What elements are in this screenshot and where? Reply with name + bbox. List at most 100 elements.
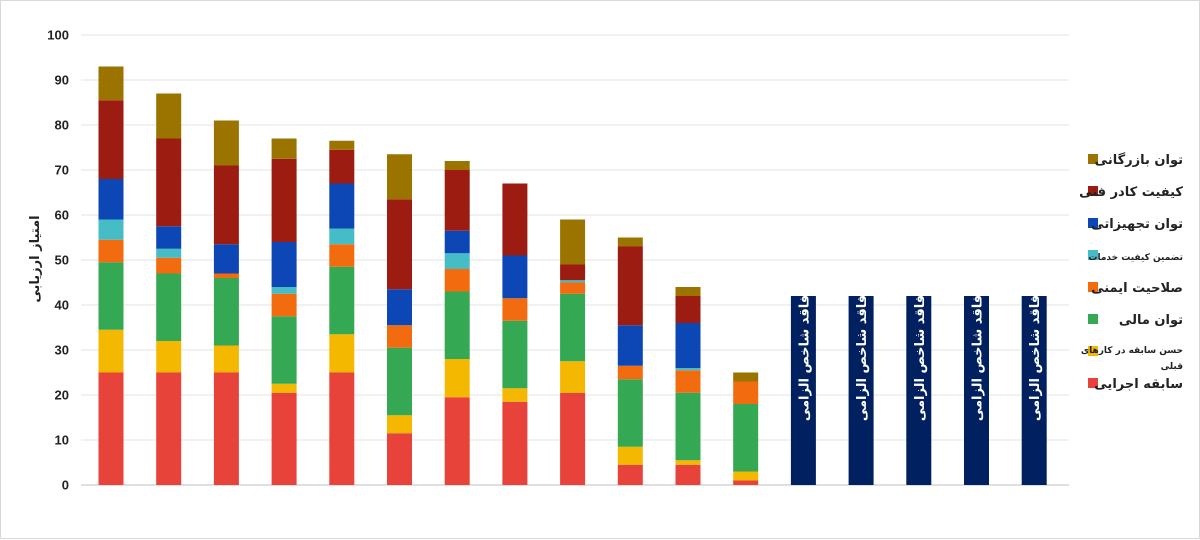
legend-label: کیفیت کادر فنی (1079, 185, 1183, 200)
bar-segment (213, 244, 239, 274)
y-tick-label: 70 (55, 163, 69, 178)
bar-segment (329, 149, 355, 184)
legend-swatch (1088, 282, 1098, 292)
bar-segment (213, 273, 239, 278)
bar-segment (675, 460, 701, 465)
bar-segment (675, 296, 701, 323)
bar-segment (675, 368, 701, 371)
legend-swatch (1088, 314, 1098, 324)
bar-segment (213, 372, 239, 485)
bar-segment (156, 372, 182, 485)
bar-segment (387, 415, 412, 434)
bar-segment (271, 242, 297, 287)
bar-segment (98, 262, 124, 330)
bar-segment (387, 347, 412, 416)
bar-segment (444, 269, 470, 292)
bar-segment (964, 296, 989, 485)
bar-segment (271, 316, 297, 384)
bar-segment (156, 341, 182, 373)
bar-segment (329, 228, 355, 245)
bar-segment (733, 381, 759, 404)
y-tick-label: 30 (55, 343, 69, 358)
bar-segment (271, 158, 297, 242)
bars: فاقد شاخص الزامی فاقد شاخص الزامی فاقد شاخ… (98, 66, 1047, 485)
bar-segment (271, 287, 297, 294)
bar-segment (617, 246, 643, 326)
bar-segment (213, 278, 239, 346)
bar-segment (329, 140, 355, 150)
bar-segment (675, 392, 701, 461)
bar-segment (560, 280, 586, 283)
bar-segment (444, 170, 470, 231)
bar-segment (733, 372, 759, 382)
bar-segment (387, 199, 412, 290)
bar-segment (502, 320, 528, 389)
bar-segment (329, 266, 355, 335)
bar-annotation: فاقد شاخص الزامی (855, 295, 870, 421)
legend-label: صلاحیت ایمنی (1091, 281, 1183, 296)
bar-segment (675, 370, 701, 393)
bar-segment (98, 179, 124, 220)
bar-segment (1021, 296, 1047, 485)
bar-annotation: فاقد شاخص الزامی (797, 295, 812, 421)
y-axis-ticks: 0 10 20 30 40 50 60 70 80 90 100 (47, 28, 69, 493)
bar-segment (560, 219, 586, 265)
bar-segment (329, 183, 355, 229)
bar-segment (444, 291, 470, 359)
bar-segment (444, 253, 470, 269)
bar-segment (560, 282, 586, 294)
bar-segment (329, 372, 355, 485)
bar-segment (387, 154, 412, 200)
legend-label: حسن سابقه در کارهای (1081, 346, 1183, 356)
bar-segment (213, 345, 239, 373)
bar-segment (560, 264, 586, 281)
bar-segment (156, 273, 182, 341)
y-tick-label: 90 (55, 73, 69, 88)
bar-segment (444, 230, 470, 254)
bar-segment (733, 471, 759, 481)
bar-segment (675, 464, 701, 485)
bar-segment (675, 287, 701, 296)
y-tick-label: 60 (55, 208, 69, 223)
bar-segment (271, 392, 297, 485)
bar-segment (98, 372, 124, 485)
bar-segment (271, 383, 297, 393)
bar-segment (156, 226, 182, 249)
bar-segment (156, 248, 182, 258)
legend: توان بازرگانی کیفیت کادر فنی توان تجهیزاتی… (1079, 152, 1183, 392)
bar-segment (329, 334, 355, 373)
legend-label: توان بازرگانی (1095, 152, 1183, 168)
bar-segment (617, 325, 643, 366)
legend-label: سابقه اجرایی (1094, 377, 1183, 392)
legend-label: تضمین کیفیت خدمات (1088, 253, 1183, 263)
bar-segment (98, 239, 124, 263)
legend-swatch (1088, 378, 1098, 388)
bar-segment (271, 138, 297, 159)
bar-segment (502, 298, 528, 321)
bar-segment (98, 66, 124, 101)
bar-segment (98, 219, 124, 240)
bar-segment (387, 289, 412, 326)
bar-segment (617, 446, 643, 465)
legend-swatch (1088, 250, 1098, 260)
bar-segment (502, 255, 528, 299)
bar-segment (560, 392, 586, 485)
bar-segment (675, 323, 701, 368)
bar-segment (906, 296, 932, 485)
legend-swatch (1088, 186, 1098, 196)
bar-segment (502, 388, 528, 402)
bar-segment (617, 464, 643, 485)
legend-swatch (1088, 346, 1098, 356)
y-tick-label: 80 (55, 118, 69, 133)
bar-segment (502, 401, 528, 485)
bar-segment (502, 183, 528, 256)
bar-segment (848, 296, 874, 485)
bar-segment (790, 296, 816, 485)
y-axis-label: امتیاز ارزیابی (28, 215, 43, 302)
bar-segment (617, 379, 643, 447)
bar-segment (444, 161, 470, 170)
bar-segment (733, 404, 759, 472)
bar-segment (213, 120, 239, 166)
